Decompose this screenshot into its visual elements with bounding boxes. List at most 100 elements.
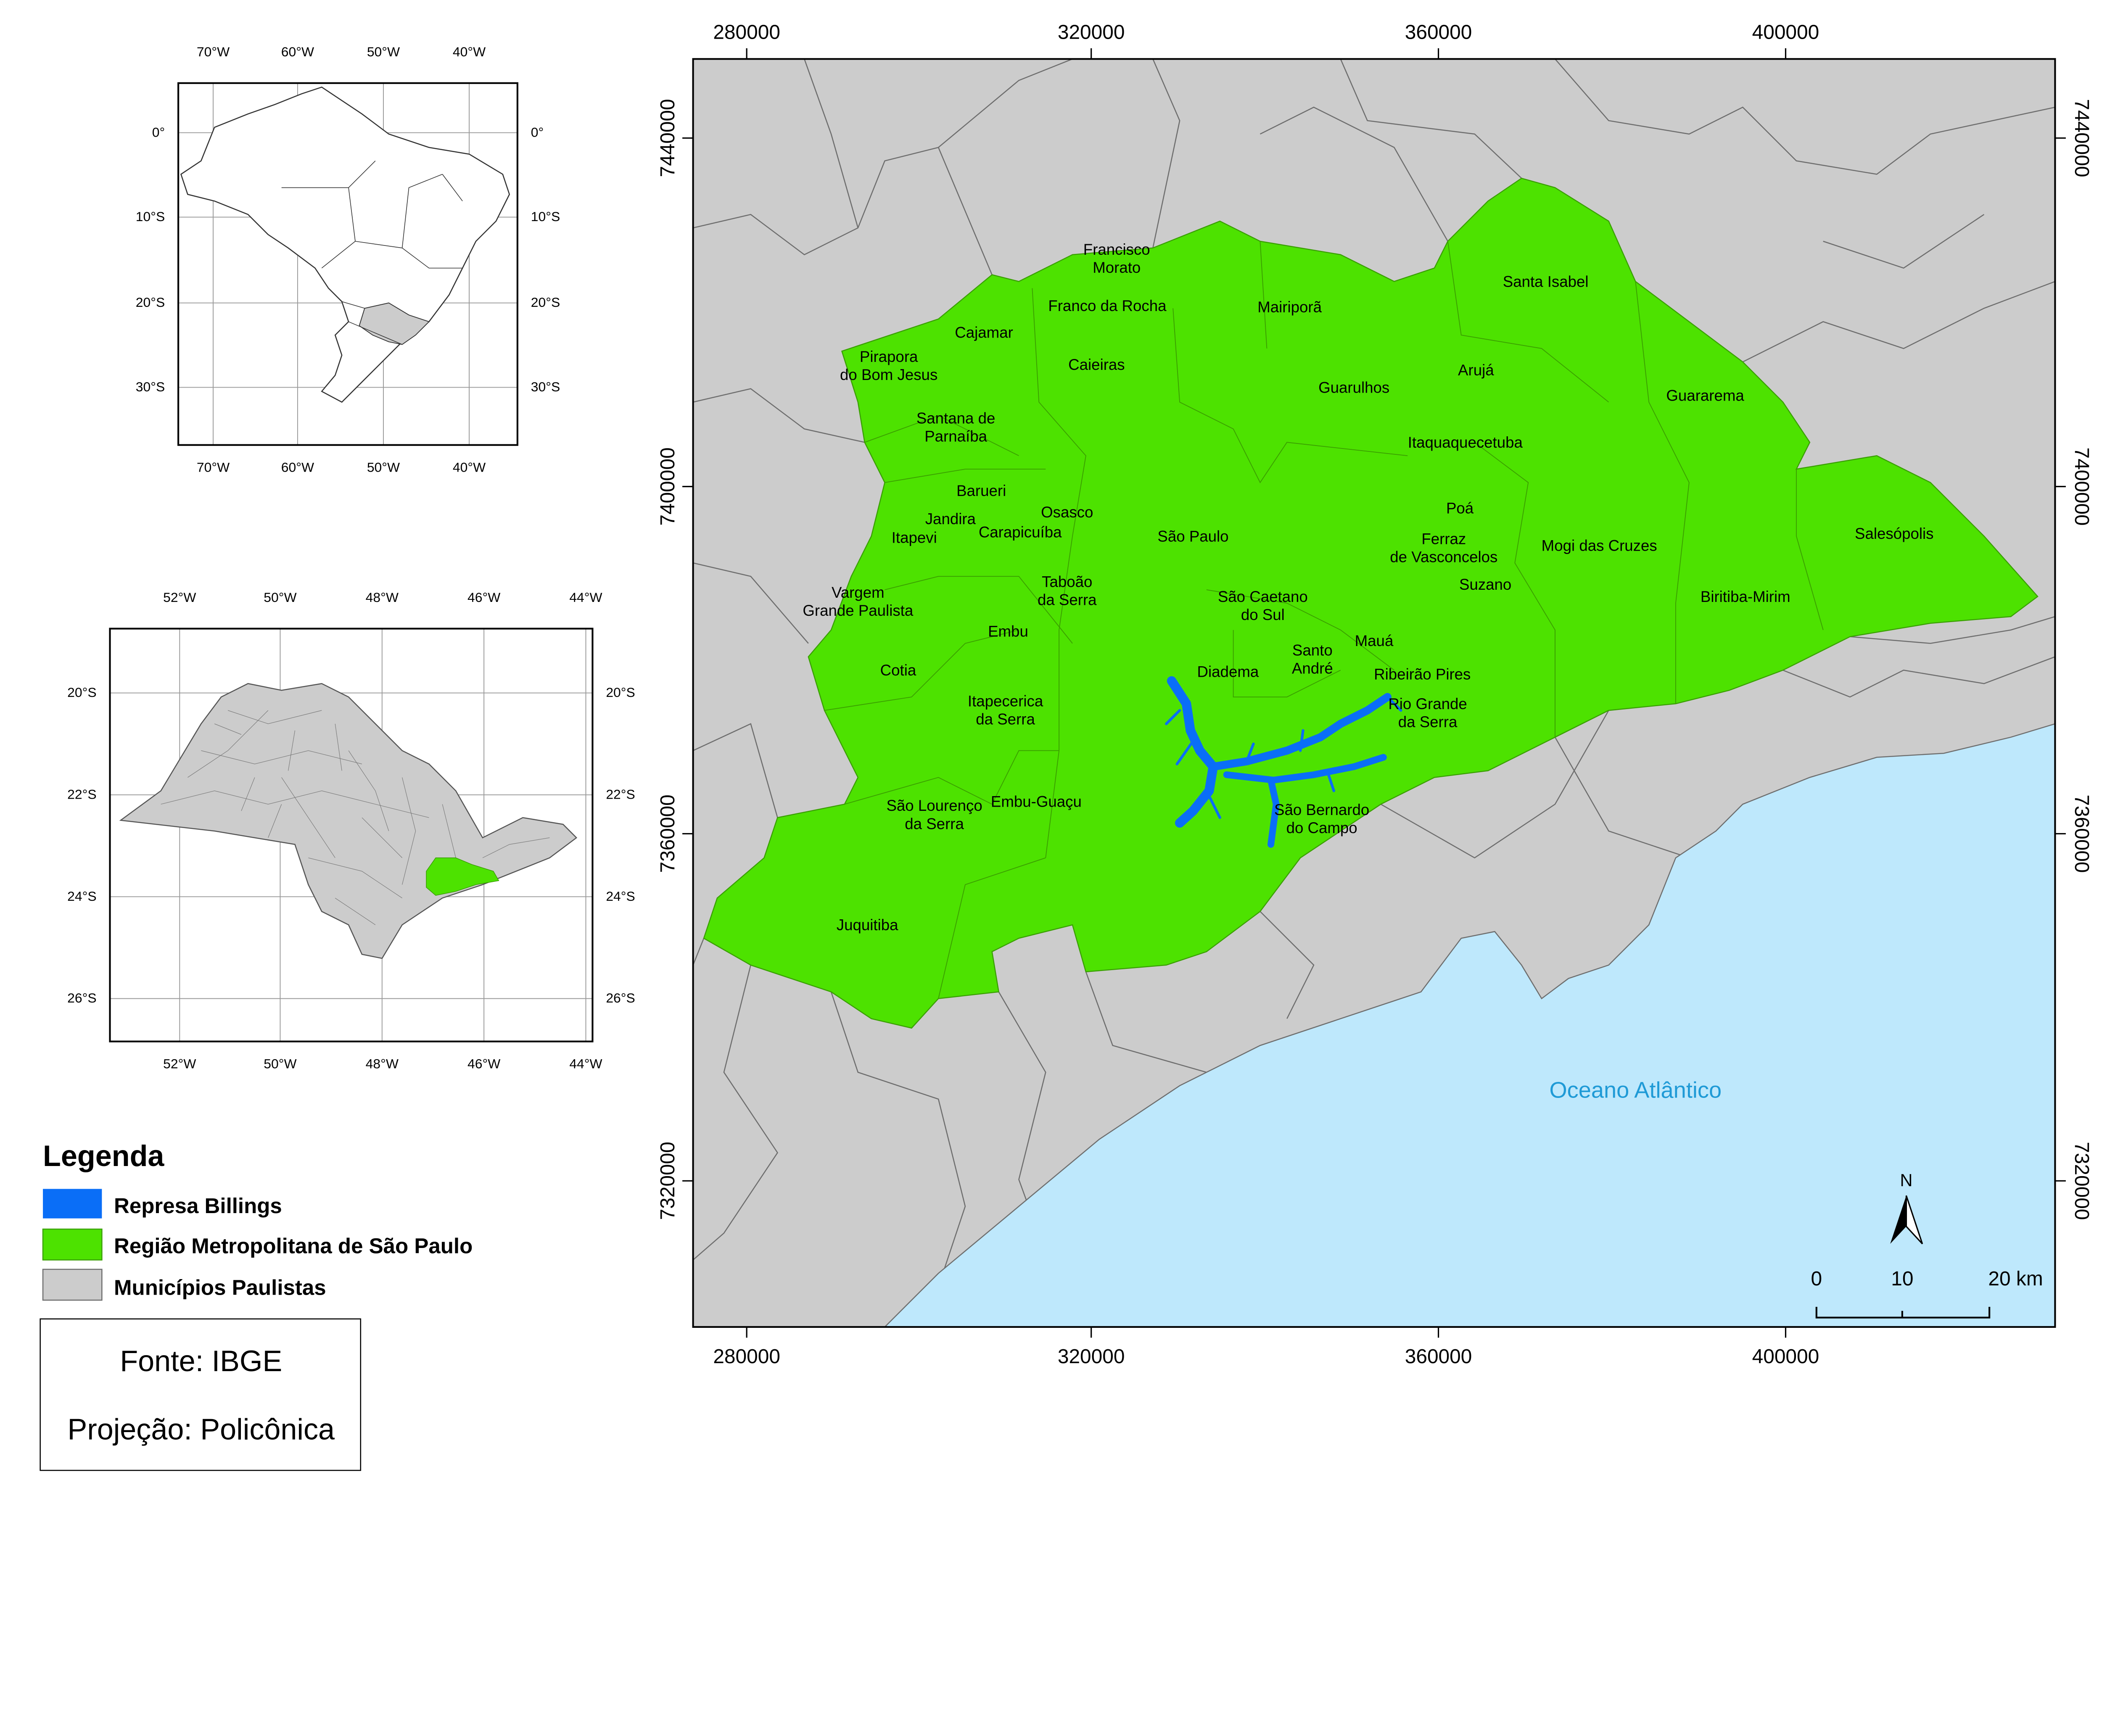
y-tick-label-right: 7440000 [2070, 99, 2093, 177]
municipality-label: Cotia [880, 662, 916, 679]
municipality-label-line: São Lourenço [886, 797, 982, 814]
inset-sp-frame [109, 628, 594, 1042]
municipality-label: Suzano [1459, 576, 1511, 593]
municipality-label-line: Grande Paulista [803, 602, 913, 619]
municipality-label-line: Guarulhos [1318, 379, 1389, 396]
scale-bar: 0 10 20 km [1811, 1268, 2043, 1319]
lat-tick-label-right: 10°S [531, 209, 560, 224]
municipality-label-line: da Serra [905, 815, 964, 832]
north-label: N [1900, 1170, 1912, 1190]
inset-brazil-frame [177, 82, 518, 446]
municipality-label-line: Osasco [1041, 504, 1093, 521]
municipality-labels: Francisco Morato Franco da Rocha Mairiporã S… [803, 241, 1933, 934]
ocean [884, 723, 2055, 1327]
y-tick-label-left: 7400000 [657, 447, 679, 525]
municipality-label-line: Morato [1093, 259, 1141, 276]
legend-swatch-rmsp [42, 1228, 103, 1261]
municipality-label: Juquitiba [837, 916, 898, 934]
ocean-label: Oceano Atlântico [1549, 1078, 1722, 1103]
municipality-label: Pirapora do Bom Jesus [840, 348, 937, 383]
municipality-label-line: Barueri [956, 482, 1006, 499]
lat-tick-label-left: 22°S [67, 787, 96, 802]
y-tick-label-left: 7320000 [657, 1142, 679, 1220]
municipality-label: Itapevi [892, 529, 937, 546]
lat-tick-label-left: 0° [152, 124, 165, 140]
brazil-outline [180, 86, 510, 403]
municipality-label-line: Ferraz [1421, 530, 1466, 548]
municipality-label: Guararema [1666, 387, 1744, 404]
lon-tick-label-bottom: 52°W [163, 1056, 196, 1071]
municipality-label-line: Salesópolis [1855, 525, 1933, 542]
lat-tick-label-left: 30°S [136, 379, 165, 394]
municipality-label-line: Mairiporã [1257, 298, 1322, 316]
municipality-label-line: Itaquaquecetuba [1408, 434, 1523, 451]
source-box: Fonte: IBGE Projeção: Policônica [40, 1318, 362, 1471]
municipality-label: Poá [1446, 499, 1474, 517]
lon-tick-label-bottom: 60°W [281, 459, 314, 475]
legend-swatch-municipios [42, 1269, 103, 1301]
lon-tick-label-bottom: 40°W [453, 459, 486, 475]
legend-swatch-billings [43, 1189, 102, 1219]
lon-tick-label-bottom: 50°W [367, 459, 400, 475]
y-tick-label-left: 7440000 [657, 99, 679, 177]
lon-tick-label-bottom: 50°W [264, 1056, 296, 1071]
sp-state-highlight [359, 302, 430, 345]
municipality-label: Ribeirão Pires [1374, 666, 1471, 683]
municipality-label: Santo André [1292, 641, 1333, 677]
municipality-label: São Paulo [1157, 528, 1228, 545]
municipality-label: Santa Isabel [1503, 273, 1589, 290]
main-map-ticks: 280000 280000 320000 320000 360000 360000 4000… [657, 21, 2093, 1368]
municipality-label: Mairiporã [1257, 298, 1322, 316]
municipality-label-line: Caieiras [1068, 356, 1125, 373]
municipality-label-line: da Serra [976, 711, 1035, 728]
municipality-label-line: Carapicuíba [979, 524, 1062, 541]
legend-label-billings: Represa Billings [114, 1194, 282, 1218]
lon-tick-label-top: 50°W [264, 590, 296, 605]
municipality-label: Vargem Grande Paulista [803, 584, 913, 619]
municipality-label: Osasco [1041, 504, 1093, 521]
legend-label-municipios: Municípios Paulistas [114, 1275, 326, 1299]
inset-sao-paulo-state: 52°W 52°W 50°W 50°W 48°W 48°W 46°W 46°W 44°W 44°W… [67, 590, 635, 1071]
lat-tick-label-left: 26°S [67, 990, 96, 1005]
municipality-label-line: Suzano [1459, 576, 1511, 593]
lat-tick-label-right: 30°S [531, 379, 560, 394]
municipality-label: Mauá [1355, 632, 1394, 649]
municipality-label-line: São Caetano [1218, 588, 1308, 605]
legend-title: Legenda [43, 1139, 164, 1172]
municipality-label-line: Biritiba-Mirim [1701, 588, 1790, 605]
municipality-label-line: Embu [988, 623, 1028, 640]
municipality-label-line: São Paulo [1157, 528, 1228, 545]
municipality-label: Rio Grande da Serra [1388, 695, 1467, 731]
municipality-label: Barueri [956, 482, 1006, 499]
x-tick-label-top: 320000 [1058, 21, 1125, 43]
source-text: Fonte: IBGE [120, 1344, 282, 1377]
lat-tick-label-left: 24°S [67, 889, 96, 904]
municipality-label-line: Diadema [1197, 663, 1259, 680]
municipality-label: São Bernardo do Campo [1274, 801, 1369, 836]
municipality-label-line: Pirapora [860, 348, 918, 365]
municipality-label-line: do Sul [1241, 606, 1285, 623]
municipality-label-line: do Bom Jesus [840, 366, 937, 383]
scale-label-0: 0 [1811, 1268, 1822, 1290]
municipality-label: Guarulhos [1318, 379, 1389, 396]
lat-tick-label-right: 20°S [606, 685, 635, 700]
sp-state [119, 683, 578, 959]
rmsp-municipal-boundaries [824, 241, 1824, 999]
municipality-label: Jandira [925, 510, 976, 528]
main-map-frame [692, 58, 2056, 1328]
lon-tick-label-bottom: 70°W [197, 459, 230, 475]
municipality-label: Carapicuíba [979, 524, 1062, 541]
municipality-label: Biritiba-Mirim [1701, 588, 1790, 605]
municipality-label-line: Poá [1446, 499, 1474, 517]
x-tick-label-bottom: 320000 [1058, 1346, 1125, 1368]
municipality-label: Diadema [1197, 663, 1259, 680]
legend-label-rmsp: Região Metropolitana de São Paulo [114, 1234, 473, 1258]
lon-tick-label-bottom: 46°W [467, 1056, 500, 1071]
municipality-label-line: Cotia [880, 662, 916, 679]
legend: Legenda Represa Billings Região Metropol… [42, 1139, 473, 1301]
municipality-label: Francisco Morato [1083, 241, 1150, 276]
lat-tick-label-right: 0° [531, 124, 544, 140]
lat-tick-label-left: 20°S [136, 295, 165, 310]
lon-tick-label-bottom: 44°W [569, 1056, 602, 1071]
y-tick-label-left: 7360000 [657, 794, 679, 873]
